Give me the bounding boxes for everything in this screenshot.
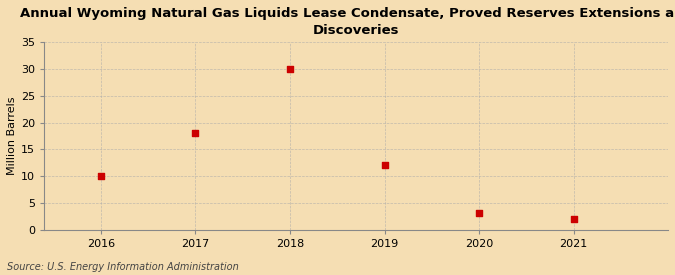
Y-axis label: Million Barrels: Million Barrels [7,97,17,175]
Point [474,211,485,215]
Point [190,131,201,136]
Point [568,217,579,221]
Text: Source: U.S. Energy Information Administration: Source: U.S. Energy Information Administ… [7,262,238,272]
Point [379,163,390,168]
Point [285,67,296,71]
Point [96,174,107,178]
Title: Annual Wyoming Natural Gas Liquids Lease Condensate, Proved Reserves Extensions : Annual Wyoming Natural Gas Liquids Lease… [20,7,675,37]
